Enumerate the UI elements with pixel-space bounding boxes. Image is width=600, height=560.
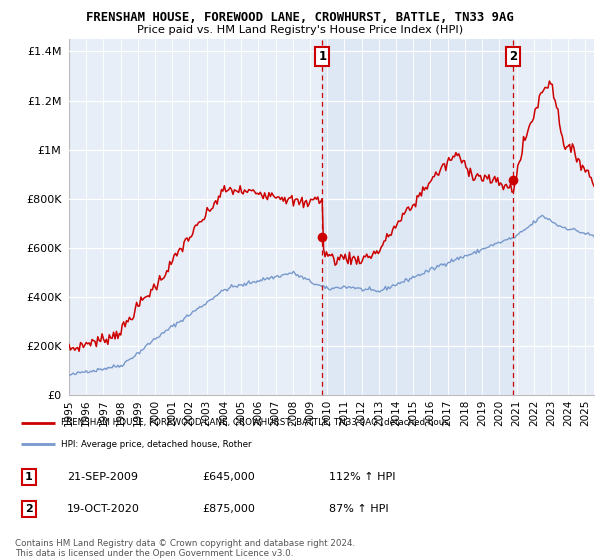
Text: Price paid vs. HM Land Registry's House Price Index (HPI): Price paid vs. HM Land Registry's House … [137,25,463,35]
Text: 1: 1 [25,472,32,482]
Text: 2: 2 [509,50,517,63]
Text: 1: 1 [319,50,326,63]
Text: £645,000: £645,000 [202,472,255,482]
Text: £875,000: £875,000 [202,504,255,514]
Text: 112% ↑ HPI: 112% ↑ HPI [329,472,395,482]
Text: 2: 2 [25,504,32,514]
Text: HPI: Average price, detached house, Rother: HPI: Average price, detached house, Roth… [61,440,251,449]
Text: Contains HM Land Registry data © Crown copyright and database right 2024.
This d: Contains HM Land Registry data © Crown c… [15,539,355,558]
Text: 21-SEP-2009: 21-SEP-2009 [67,472,138,482]
Text: 87% ↑ HPI: 87% ↑ HPI [329,504,388,514]
Text: 19-OCT-2020: 19-OCT-2020 [67,504,140,514]
Text: FRENSHAM HOUSE, FOREWOOD LANE, CROWHURST, BATTLE, TN33 9AG: FRENSHAM HOUSE, FOREWOOD LANE, CROWHURST… [86,11,514,24]
Text: FRENSHAM HOUSE, FOREWOOD LANE, CROWHURST, BATTLE, TN33 9AG (detached hous: FRENSHAM HOUSE, FOREWOOD LANE, CROWHURST… [61,418,449,427]
Bar [322,39,513,395]
